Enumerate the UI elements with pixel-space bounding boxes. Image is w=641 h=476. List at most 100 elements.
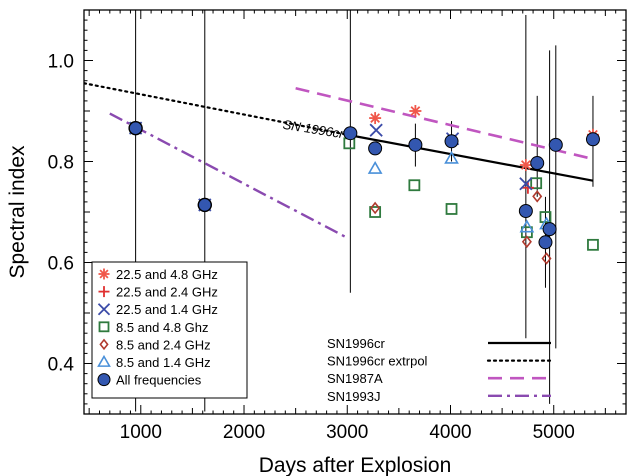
triangle-shape	[519, 219, 535, 233]
data-point-all-frequencies	[343, 126, 358, 141]
diamond-shape	[370, 201, 381, 215]
square-shape	[369, 206, 382, 218]
legend-marker	[98, 286, 110, 298]
triangle-shape	[444, 150, 459, 164]
legend-marker	[98, 268, 110, 280]
x-stroke	[369, 123, 383, 137]
data-point-22-5-and-1-4-ghz	[369, 123, 383, 137]
square-shape	[530, 177, 543, 190]
diamond-shape	[532, 190, 543, 203]
y-tick-label: 0.4	[48, 355, 75, 376]
diamond-shape	[521, 235, 532, 249]
x-tick-label: 4000	[429, 422, 471, 443]
circle-shape	[368, 141, 383, 156]
data-point-8-5-and-4-8-ghz	[445, 203, 458, 215]
circle-shape	[343, 126, 358, 141]
model-line-dotted	[84, 82, 349, 136]
data-point-22-5-and-4-8-ghz	[519, 159, 532, 172]
data-point-8-5-and-4-8-ghz	[408, 179, 421, 192]
diamond-shape	[99, 338, 109, 351]
data-point-8-5-and-1-4-ghz	[444, 150, 459, 164]
line-legend-label: SN1987A	[327, 371, 383, 386]
legend-marker	[97, 303, 111, 316]
model-line-solid	[347, 133, 594, 182]
y-tick-label: 0.8	[48, 153, 74, 174]
asterisk-stroke	[370, 113, 381, 123]
data-point-8-5-and-2-4-ghz	[532, 190, 543, 203]
x-tick-label: 2000	[223, 422, 265, 443]
data-point-8-5-and-4-8-ghz	[369, 206, 382, 218]
circle-shape	[542, 222, 557, 237]
data-point-all-frequencies	[444, 134, 459, 149]
diamond-shape	[541, 252, 552, 265]
y-axis-label: Spectral index	[6, 145, 29, 279]
sn1996cr-annotation: SN 1996cr	[282, 117, 346, 142]
data-point-22-5-and-2-4-ghz	[521, 181, 534, 194]
legend-marker	[99, 338, 109, 351]
circle-shape	[518, 203, 533, 218]
data-point-8-5-and-1-4-ghz	[519, 219, 535, 233]
data-point-8-5-and-4-8-ghz	[530, 177, 543, 190]
square-shape	[587, 238, 599, 251]
data-point-8-5-and-2-4-ghz	[541, 252, 552, 265]
model-line-dashdot	[109, 112, 347, 239]
legend-marker	[97, 354, 111, 367]
legend-label: 22.5 and 2.4 GHz	[116, 285, 218, 300]
data-point-all-frequencies	[585, 132, 600, 147]
data-point-8-5-and-4-8-ghz	[539, 211, 552, 223]
legend-label: 8.5 and 2.4 GHz	[116, 337, 211, 352]
data-point-all-frequencies	[368, 141, 383, 156]
data-point-all-frequencies	[538, 235, 553, 250]
data-point-all-frequencies	[518, 203, 533, 218]
line-legend-label: SN1996cr extrpol	[327, 354, 428, 369]
circle-shape	[538, 235, 553, 250]
data-point-22-5-and-1-4-ghz	[519, 177, 533, 191]
data-point-8-5-and-4-8-ghz	[587, 238, 599, 251]
circle-shape	[585, 132, 600, 147]
legend-label: 8.5 and 1.4 GHz	[116, 355, 211, 370]
legend-label: 22.5 and 1.4 GHz	[116, 302, 218, 317]
legend-marker	[98, 321, 110, 333]
legend-label: 8.5 and 4.8 Ghz	[116, 320, 209, 335]
legend-marker	[97, 373, 111, 387]
data-point-8-5-and-2-4-ghz	[521, 235, 532, 249]
data-point-all-frequencies	[530, 156, 545, 171]
data-point-22-5-and-4-8-ghz	[369, 112, 382, 125]
square-shape	[539, 211, 552, 223]
x-stroke	[97, 303, 111, 316]
data-point-all-frequencies	[548, 137, 563, 152]
triangle-shape	[97, 354, 111, 367]
legend-box	[91, 261, 248, 399]
data-point-ring	[128, 120, 143, 136]
data-point-8-5-and-2-4-ghz	[370, 201, 381, 215]
x-tick-label: 5000	[533, 422, 575, 443]
circle-shape	[548, 137, 563, 152]
circle-shape	[444, 134, 459, 149]
square-shape	[98, 321, 110, 333]
x-tick-label: 3000	[326, 422, 368, 443]
x-stroke	[519, 177, 533, 191]
data-point-ring	[197, 197, 212, 213]
asterisk-stroke	[520, 160, 531, 170]
y-tick-label: 1.0	[48, 52, 74, 73]
y-tick-label: 0.6	[48, 254, 74, 275]
circle-shape	[530, 156, 545, 171]
line-legend-label: SN1996cr	[327, 336, 385, 351]
data-point-all-frequencies	[408, 137, 423, 152]
x-axis-label: Days after Explosion	[259, 454, 452, 476]
x-tick-label: 1000	[120, 422, 162, 443]
model-line-dashed	[295, 87, 594, 161]
asterisk-stroke	[410, 106, 421, 116]
line-legend-label: SN1993J	[327, 389, 380, 404]
circle-shape	[97, 373, 111, 387]
square-shape	[408, 179, 421, 192]
legend-label: 22.5 and 4.8 GHz	[116, 267, 218, 282]
circle-shape	[408, 137, 423, 152]
square-shape	[445, 203, 458, 215]
data-point-8-5-and-1-4-ghz	[367, 160, 383, 174]
data-point-all-frequencies	[542, 222, 557, 237]
data-point-22-5-and-4-8-ghz	[409, 105, 422, 117]
triangle-shape	[367, 160, 383, 174]
